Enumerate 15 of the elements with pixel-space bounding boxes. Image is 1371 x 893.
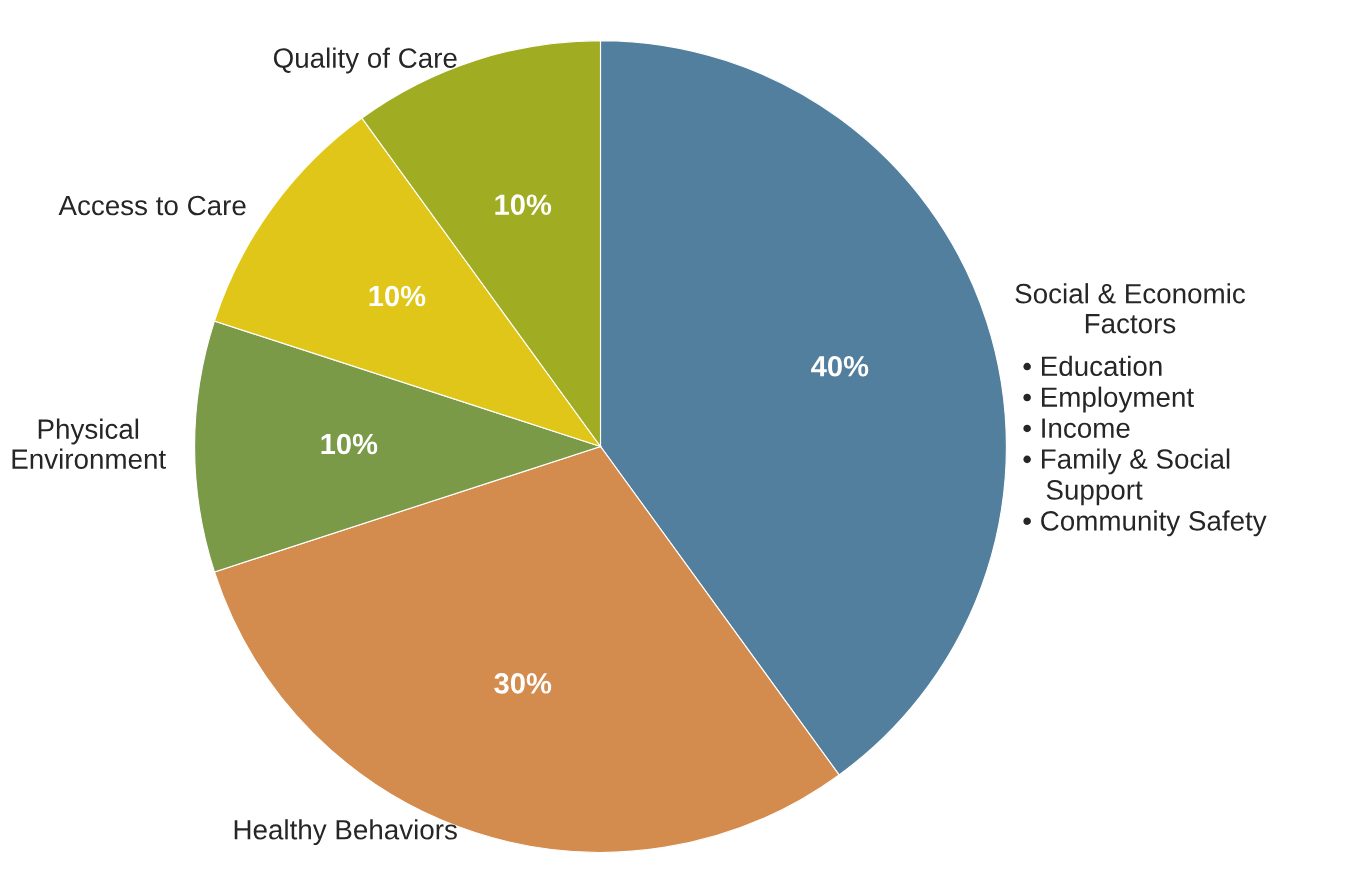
data-label: 10%	[321, 433, 378, 455]
slice-label: Quality of Care	[273, 47, 457, 74]
text: • Community Safety	[1023, 510, 1267, 537]
data-label: 10%	[369, 285, 426, 307]
text: • Family & Social Support	[1023, 448, 1230, 506]
slice-label: Healthy Behaviors	[234, 819, 457, 846]
text: • Employment	[1023, 386, 1194, 413]
slice-label: Social & Economic Factors	[1015, 283, 1246, 334]
text: • Education	[1023, 355, 1162, 377]
text: • Income	[1023, 418, 1130, 438]
data-label: 30%	[494, 673, 552, 694]
data-label: 40%	[811, 355, 869, 377]
slice-label: Access to Care	[58, 195, 246, 216]
slice-label: Physical Environment	[12, 418, 166, 469]
data-label: 10%	[495, 194, 552, 215]
